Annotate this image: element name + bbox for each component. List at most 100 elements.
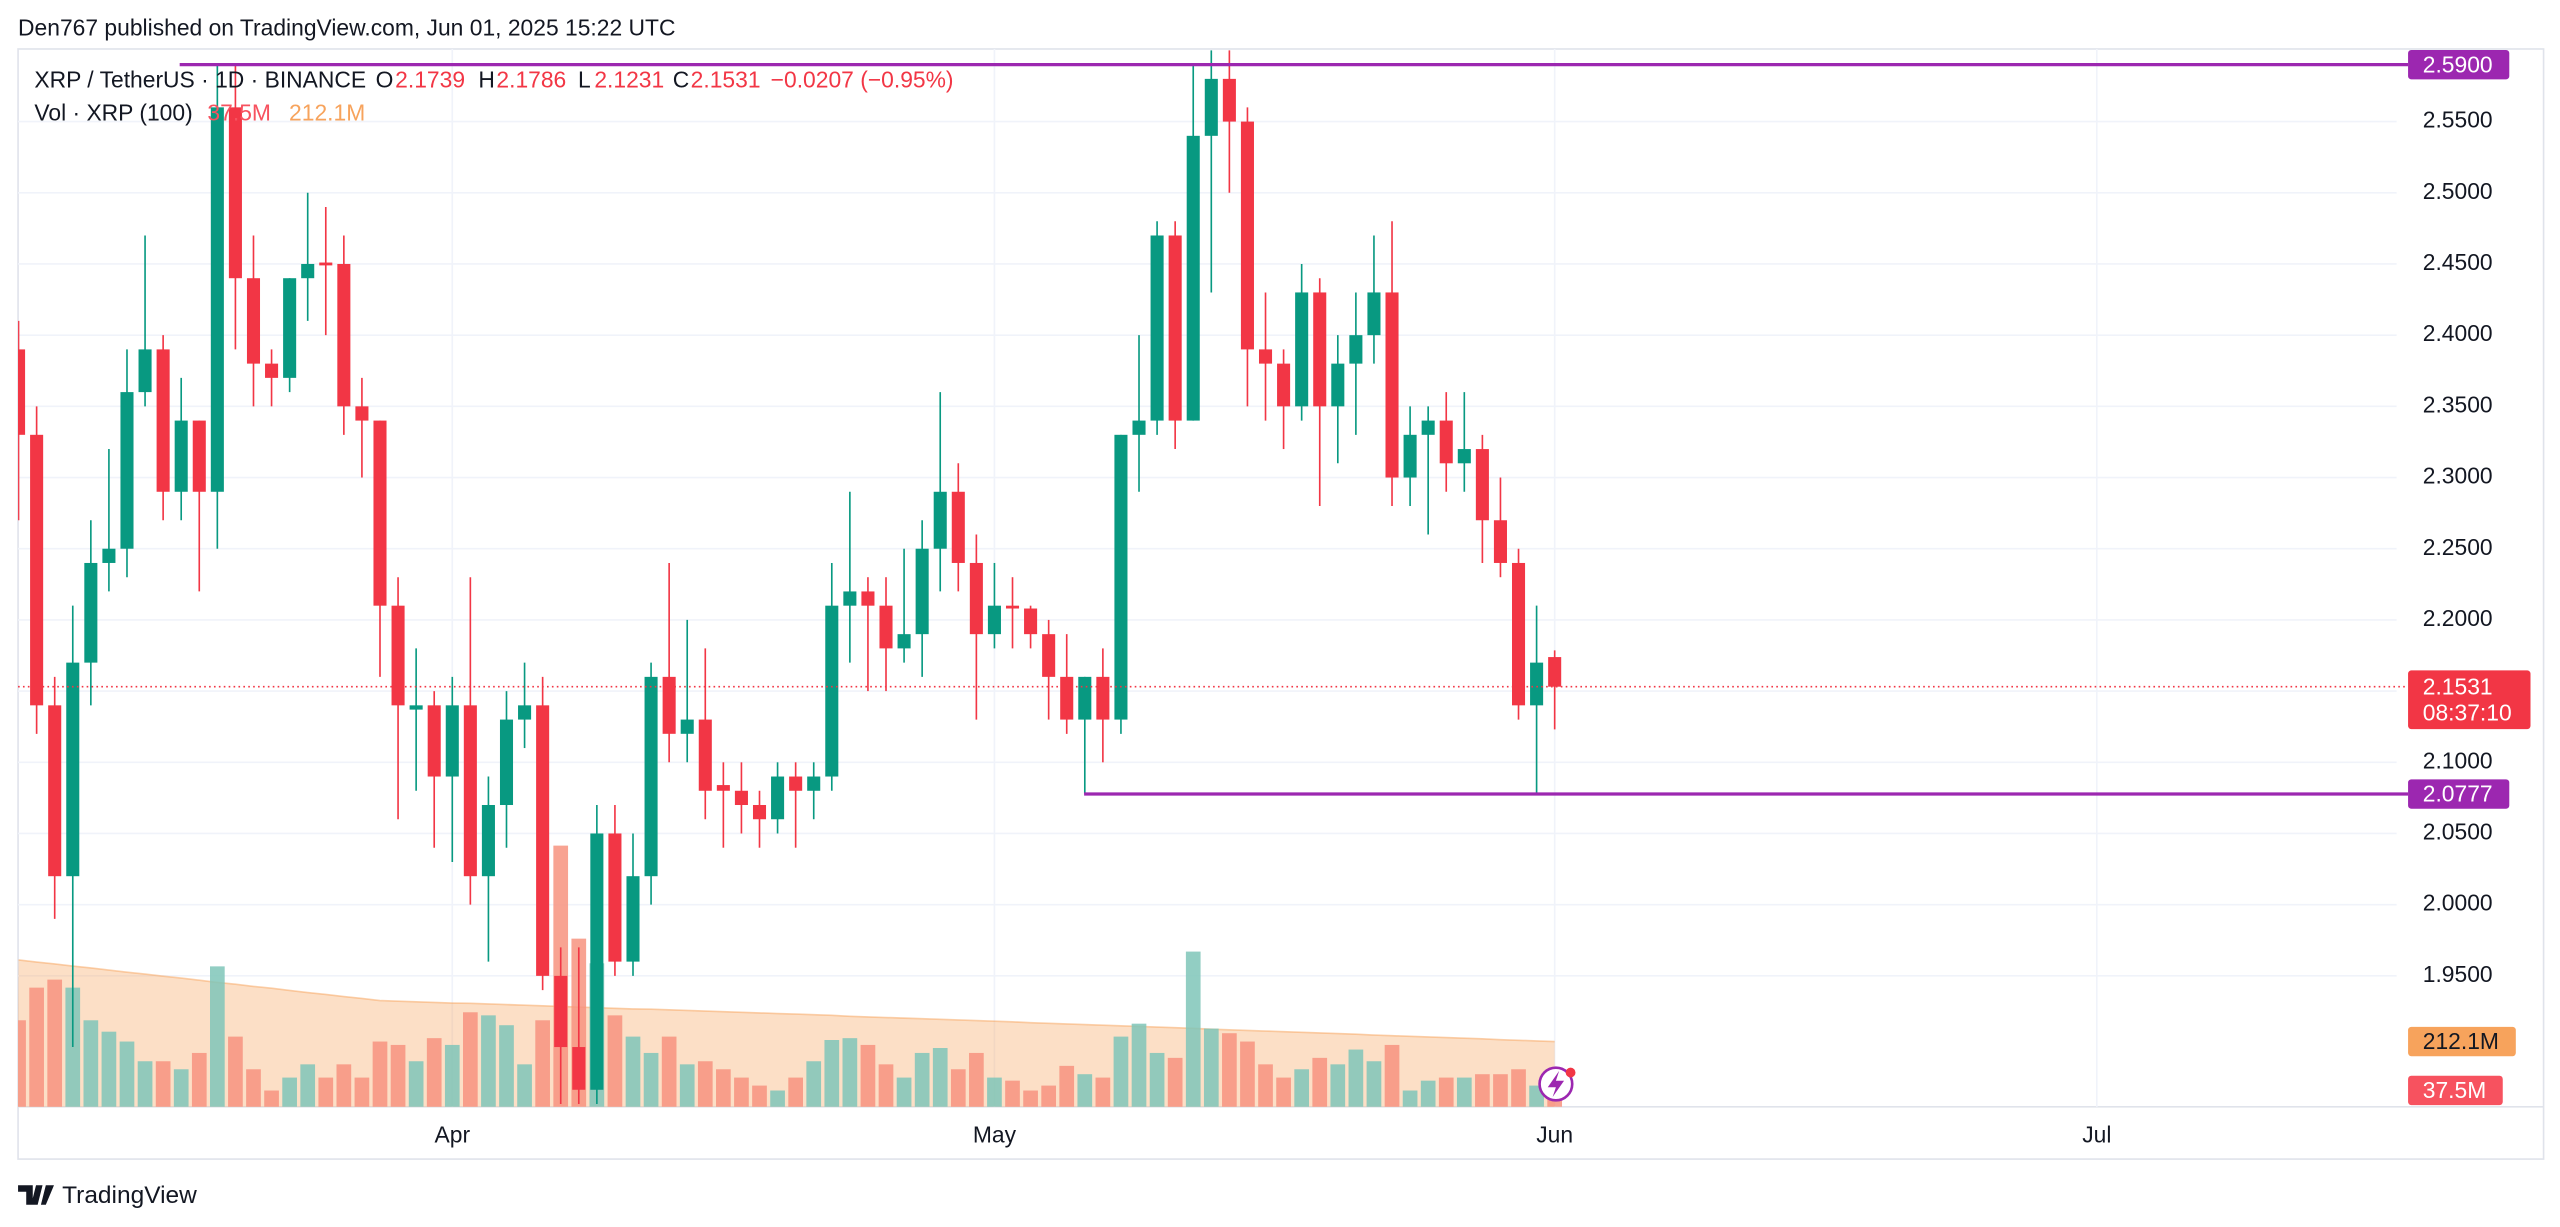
candle-body [734, 790, 748, 806]
candle-body [409, 705, 423, 710]
candle-body [265, 363, 279, 378]
volume-bar [282, 1077, 297, 1107]
candle-body [373, 420, 387, 606]
volume-bar [191, 1052, 207, 1107]
brand-name: TradingView [62, 1182, 197, 1209]
volume-bar [643, 1052, 659, 1107]
volume-bar [1402, 1090, 1418, 1107]
volume-bar [1475, 1074, 1490, 1107]
x-tick-label: May [973, 1121, 1017, 1147]
volume-bar [119, 1041, 135, 1107]
volume-bar [716, 1069, 731, 1107]
candle-body [662, 676, 676, 734]
alert-icon [1538, 1066, 1576, 1102]
candle-body [1150, 235, 1164, 421]
volume-ma-value: 212.1M [289, 99, 365, 125]
volume-ma-badge [2408, 1026, 2516, 1057]
volume-bar [752, 1085, 767, 1107]
candle-body [1277, 363, 1291, 407]
volume-bar [1384, 1044, 1400, 1107]
candle-body [1530, 662, 1544, 706]
candle-body [1186, 135, 1200, 421]
volume-bar [155, 1061, 171, 1107]
volume-bar [969, 1052, 984, 1107]
volume-bar [1059, 1065, 1075, 1107]
candle-body [752, 805, 767, 820]
publisher-line: Den767 published on TradingView.com, Jun… [18, 14, 675, 40]
volume-ma-line [18, 959, 1555, 1043]
chart-frame [17, 48, 2545, 1160]
volume-bar [444, 1044, 460, 1107]
candle-body [536, 705, 550, 976]
candle-body [445, 705, 459, 777]
candle-body [1511, 562, 1526, 706]
volume-bar [29, 987, 44, 1107]
volume-bar [1095, 1077, 1111, 1107]
candle-body [1204, 78, 1218, 136]
candle-body [1548, 657, 1562, 687]
volume-bar [65, 987, 81, 1107]
footer: TradingView [18, 1182, 197, 1209]
candle-body [1457, 449, 1471, 464]
y-tick-label: 2.2000 [2423, 605, 2493, 631]
candle-body [825, 605, 839, 777]
overlay: 1.95002.00002.05002.10002.15002.20002.25… [18, 49, 2531, 1147]
volume-bar [535, 1020, 550, 1107]
countdown-label: 08:37:10 [2423, 699, 2512, 725]
candle-body [1222, 78, 1236, 122]
volume-bar [1366, 1061, 1382, 1107]
price-badge-label: 2.5900 [2423, 51, 2493, 77]
volume-bar [824, 1039, 840, 1107]
volume-bar [517, 1064, 532, 1107]
y-tick-label: 2.4000 [2423, 320, 2493, 346]
candle-body [1060, 676, 1074, 720]
last-price-label: 2.1531 [2423, 673, 2493, 699]
grid [18, 48, 2397, 1107]
candle-body [1421, 420, 1435, 435]
volume-bar [1240, 1041, 1255, 1107]
volume-bar [1511, 1069, 1526, 1107]
volume-bar [173, 1069, 189, 1107]
volume-bar [932, 1048, 948, 1107]
price-badge-label: 2.0777 [2423, 781, 2493, 807]
price-badge [2408, 779, 2510, 809]
candle-body [18, 349, 26, 435]
volume-bar [1167, 1057, 1183, 1107]
candle-body [897, 634, 911, 649]
volume-bar [788, 1077, 803, 1107]
candle-body [48, 705, 62, 877]
ohlc-letter: O [376, 67, 394, 93]
x-tick-label: Jun [1536, 1121, 1573, 1147]
volume-bar [1203, 1028, 1219, 1107]
volume-bar [806, 1061, 822, 1107]
volume-bar [1493, 1074, 1508, 1107]
volume-bar [661, 1036, 677, 1107]
candle-body [102, 548, 116, 563]
candle-body [1475, 449, 1489, 521]
volume-bar [1456, 1077, 1472, 1107]
candle-body [1313, 292, 1327, 407]
y-tick-label: 2.4500 [2423, 249, 2493, 275]
ohlc-letter: H [478, 67, 494, 93]
candle-body [228, 107, 242, 279]
volume-bar [842, 1038, 858, 1107]
candle-body [590, 833, 604, 1090]
candle-body [427, 705, 441, 777]
candle-body [391, 605, 405, 706]
volume-bar [246, 1069, 261, 1107]
candle-body [698, 719, 712, 791]
price-badge [2408, 49, 2510, 80]
candle-body [1403, 434, 1417, 478]
candle-body [210, 107, 224, 492]
y-tick-label: 2.5000 [2423, 178, 2493, 204]
y-tick-label: 1.9500 [2423, 961, 2493, 987]
volume-title: Vol · XRP (100) [34, 99, 192, 125]
candle-body [1024, 608, 1038, 635]
candle-body [915, 548, 929, 635]
candle-body [192, 420, 206, 492]
y-tick-label: 2.0500 [2423, 819, 2493, 845]
volume-bar [1258, 1064, 1273, 1107]
volume-bar [1041, 1085, 1057, 1107]
volume-bar [499, 1025, 514, 1107]
candle-body [572, 1047, 586, 1090]
